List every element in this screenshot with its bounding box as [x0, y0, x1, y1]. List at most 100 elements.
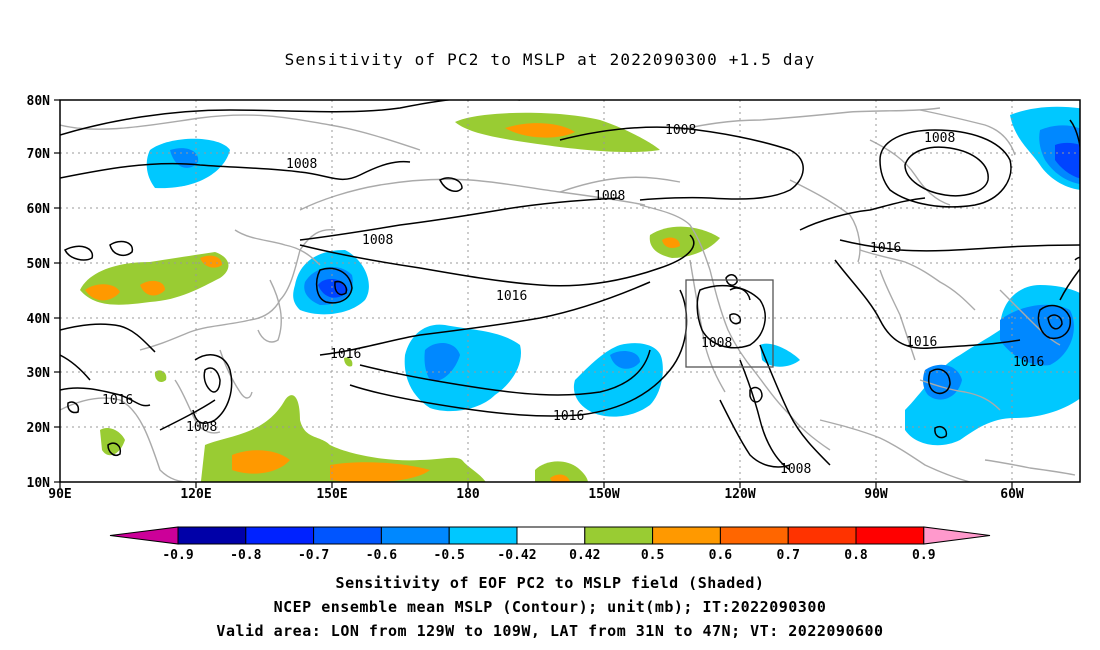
axis-ticks: [54, 99, 1013, 488]
pos-area: [140, 280, 165, 296]
contour-line: [60, 160, 411, 181]
coastline: [984, 459, 1076, 476]
contour-line: [799, 197, 926, 231]
sensitivity-shading: [80, 106, 1080, 482]
contour-line: [904, 146, 989, 197]
contour-line: [159, 399, 216, 431]
pos-area: [200, 255, 222, 268]
lat-label: 80N: [27, 94, 51, 109]
contour-label: 1016: [496, 289, 527, 304]
contour-label: 1016: [870, 241, 901, 256]
longitude-labels: 90E 120E 150E 180 150W 120W 90W 60W: [48, 487, 1024, 502]
pos-area: [330, 462, 430, 482]
coastlines: [60, 107, 1076, 482]
contour-label: 1008: [780, 462, 811, 477]
neg-area: [1055, 142, 1080, 179]
coastline: [60, 397, 191, 482]
contour-line: [879, 129, 1012, 208]
neg-area: [610, 350, 640, 369]
colorbar-tick-label: 0.9: [912, 548, 935, 563]
contour-label: 1016: [906, 335, 937, 350]
colorbar-tick-label: 0.42: [569, 548, 600, 563]
contour-label: 1008: [701, 336, 732, 351]
coastline: [60, 114, 421, 151]
neg-area: [318, 278, 348, 298]
colorbar-segment: [313, 526, 382, 545]
neg-area: [404, 324, 521, 412]
lon-label: 90W: [864, 487, 888, 502]
colorbar-segment: [245, 526, 315, 545]
contour-label: 1008: [286, 157, 317, 172]
pos-area: [535, 461, 588, 482]
contour-line: [749, 386, 763, 403]
colorbar-tick-label: 0.6: [709, 548, 733, 563]
colorbar-segment: [448, 526, 518, 545]
contour-line: [107, 442, 122, 457]
coastline: [174, 379, 221, 434]
contour-line: [739, 359, 791, 471]
contour-line: [1059, 267, 1080, 301]
contour-line: [559, 126, 804, 201]
coastline: [299, 178, 646, 211]
contour-line: [719, 399, 791, 468]
contour-label: 1008: [362, 233, 393, 248]
contour-line: [927, 368, 951, 395]
coastline: [859, 249, 976, 311]
neg-area: [573, 343, 663, 417]
contour-label: 1008: [186, 420, 217, 435]
contour-line: [1047, 314, 1063, 330]
neg-area: [1000, 304, 1074, 366]
lon-label: 60W: [1000, 487, 1024, 502]
colorbar-tick-label: 0.7: [776, 548, 799, 563]
caption-line-2: NCEP ensemble mean MSLP (Contour); unit(…: [273, 598, 827, 616]
coastline: [819, 419, 971, 482]
pos-area: [550, 474, 570, 482]
pos-area: [100, 428, 125, 456]
contour-line: [729, 287, 751, 301]
lon-label: 180: [456, 487, 480, 502]
contour-label: 1016: [102, 393, 133, 408]
contour-line: [109, 240, 134, 257]
contour-line: [64, 245, 94, 261]
colorbar-segment: [177, 526, 247, 545]
contour-line: [192, 354, 233, 424]
map-title: Sensitivity of PC2 to MSLP at 2022090300…: [284, 50, 816, 69]
coastline: [789, 179, 861, 263]
colorbar-segment: [584, 526, 654, 545]
colorbar-tick-label: 0.8: [844, 548, 868, 563]
pos-area: [505, 123, 575, 138]
coastline: [559, 176, 681, 193]
lon-label: 120W: [724, 487, 755, 502]
colorbar-segment: [787, 526, 857, 545]
contour-line: [359, 349, 651, 396]
contour-line: [839, 239, 1080, 252]
contour-label: 1008: [665, 123, 696, 138]
coastline: [919, 379, 1001, 411]
contour-line: [67, 401, 80, 414]
latitude-labels: 80N 70N 60N 50N 40N 30N 20N 10N: [27, 94, 51, 491]
lon-label: 150E: [316, 487, 347, 502]
coastline: [257, 279, 282, 343]
colorbar-tick-label: -0.9: [162, 548, 193, 563]
contour-line: [729, 313, 742, 325]
contour-line: [1074, 256, 1080, 261]
contour-line: [1037, 304, 1071, 340]
lat-label: 20N: [27, 421, 51, 436]
coastline: [999, 289, 1061, 346]
colorbar-tick-label: -0.7: [298, 548, 329, 563]
lat-label: 50N: [27, 257, 51, 272]
lat-label: 70N: [27, 147, 51, 162]
neg-area: [760, 343, 800, 367]
coastline: [219, 349, 253, 399]
coastline: [139, 228, 336, 351]
contour-line: [934, 425, 948, 439]
colorbar-tick-label: -0.5: [434, 548, 465, 563]
contour-label: 1016: [553, 409, 584, 424]
colorbar-segment: [516, 526, 586, 545]
colorbar-tick-label: -0.42: [497, 548, 536, 563]
valid-area-box: [685, 279, 774, 368]
lon-label: 120E: [180, 487, 211, 502]
contour-line: [60, 323, 156, 353]
contour-label: 1016: [330, 347, 361, 362]
